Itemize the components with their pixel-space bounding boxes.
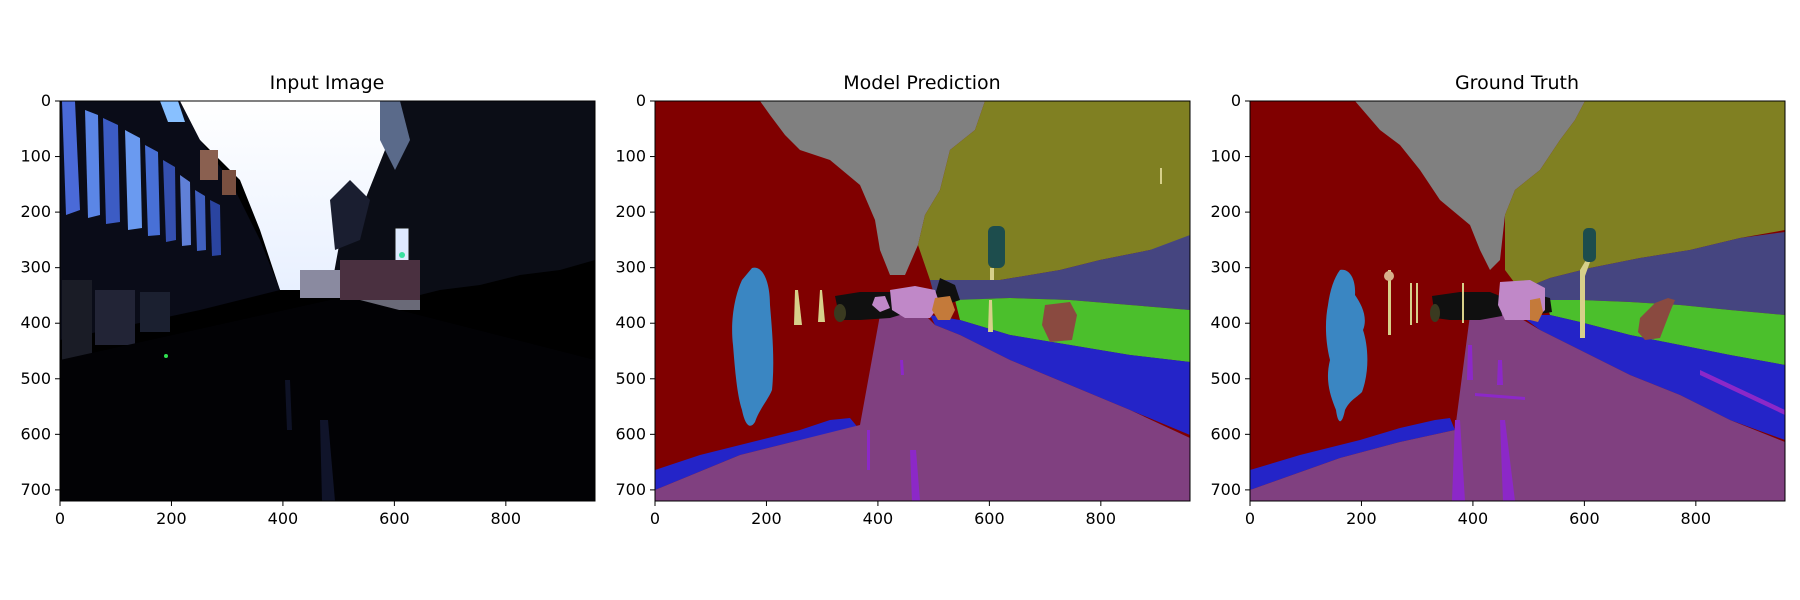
panel-input-image: Input Image: [59, 72, 596, 502]
input-photo: [60, 101, 595, 501]
panel-title-ground-truth: Ground Truth: [1455, 72, 1579, 94]
y-tick-label: 700: [1210, 480, 1241, 499]
ground-truth-segmentation-map: [1250, 101, 1785, 501]
y-tick-label: 0: [1231, 91, 1241, 110]
y-tick-label: 600: [1210, 424, 1241, 443]
axes-frame: [654, 100, 1191, 502]
y-tick-label: 500: [20, 369, 51, 388]
prediction-segmentation-map: [655, 101, 1190, 501]
y-tick-label: 0: [41, 91, 51, 110]
y-tick-label: 300: [1210, 258, 1241, 277]
y-tick-label: 600: [615, 424, 646, 443]
x-tick-label: 0: [55, 509, 65, 528]
x-tick-label: 400: [268, 509, 299, 528]
panel-title-input: Input Image: [270, 72, 385, 94]
y-tick-label: 600: [20, 424, 51, 443]
y-tick-label: 200: [615, 202, 646, 221]
x-tick-label: 800: [1086, 509, 1117, 528]
y-tick-label: 300: [20, 258, 51, 277]
y-tick-label: 500: [1210, 369, 1241, 388]
y-tick-label: 0: [636, 91, 646, 110]
panel-title-prediction: Model Prediction: [843, 72, 1000, 94]
axes-frame: [59, 100, 596, 502]
y-tick-label: 200: [20, 202, 51, 221]
y-tick-label: 100: [615, 147, 646, 166]
x-tick-label: 600: [974, 509, 1005, 528]
y-tick-label: 700: [615, 480, 646, 499]
axes-frame: [1249, 100, 1786, 502]
y-tick-label: 700: [20, 480, 51, 499]
x-tick-label: 800: [1681, 509, 1712, 528]
x-tick-label: 800: [491, 509, 522, 528]
y-tick-label: 400: [615, 313, 646, 332]
x-tick-label: 400: [1458, 509, 1489, 528]
y-tick-label: 100: [20, 147, 51, 166]
x-tick-label: 0: [1245, 509, 1255, 528]
panel-model-prediction: Model Prediction: [654, 72, 1191, 502]
y-tick-label: 200: [1210, 202, 1241, 221]
x-tick-label: 200: [751, 509, 782, 528]
panel-ground-truth: Ground Truth: [1249, 72, 1786, 502]
x-tick-label: 0: [650, 509, 660, 528]
y-tick-label: 500: [615, 369, 646, 388]
x-tick-label: 400: [863, 509, 894, 528]
y-tick-label: 100: [1210, 147, 1241, 166]
y-tick-label: 400: [20, 313, 51, 332]
y-tick-label: 300: [615, 258, 646, 277]
x-tick-label: 200: [156, 509, 187, 528]
x-tick-label: 200: [1346, 509, 1377, 528]
y-tick-label: 400: [1210, 313, 1241, 332]
x-tick-label: 600: [1569, 509, 1600, 528]
x-tick-label: 600: [379, 509, 410, 528]
